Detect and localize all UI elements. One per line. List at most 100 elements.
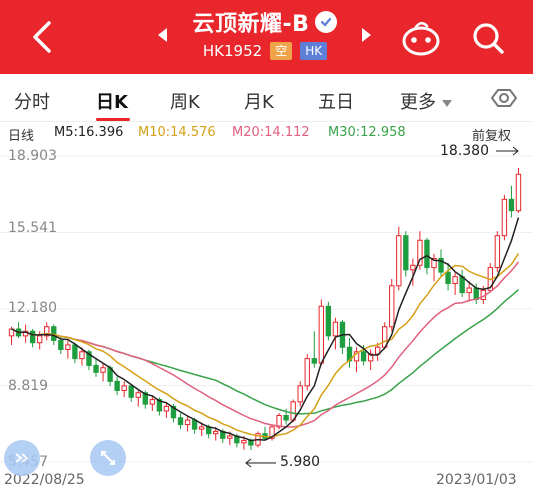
candle-body [332, 321, 339, 337]
candle-body [213, 430, 219, 435]
search-button[interactable] [468, 18, 508, 58]
candle [494, 231, 501, 273]
candle-body [79, 351, 85, 360]
candle [325, 301, 332, 341]
tab-intraday[interactable]: 分时 [14, 92, 50, 113]
fullscreen-button[interactable] [90, 440, 126, 476]
candle [79, 347, 85, 366]
tab-more[interactable]: 更多 [400, 88, 452, 114]
candle [29, 329, 36, 348]
ma10-line [11, 253, 520, 438]
candle-body [466, 287, 472, 294]
low-price-arrow-head [245, 458, 252, 468]
candle [65, 340, 71, 359]
candle [177, 413, 184, 430]
candle-body [304, 358, 310, 387]
candle [44, 322, 50, 341]
prev-stock-button[interactable] [158, 28, 167, 42]
candle-body [86, 351, 92, 366]
candle [438, 249, 444, 277]
stock-title-block: 云顶新耀-B HK1952 空 HK [150, 6, 380, 60]
stock-title: 云顶新耀-B [193, 6, 338, 38]
candle [184, 415, 191, 432]
candle [163, 401, 170, 418]
tab-monthly-k[interactable]: 月K [244, 92, 274, 113]
candle-body [311, 358, 317, 364]
candle [318, 299, 325, 366]
candle-body [283, 415, 289, 421]
next-stock-button[interactable] [362, 28, 371, 42]
search-icon [473, 23, 504, 54]
low-price-label: 5.980 [280, 454, 321, 470]
candle-body [389, 285, 395, 328]
active-tab-indicator [96, 118, 130, 121]
candle-body [515, 173, 522, 212]
dropdown-arrow-icon [442, 99, 452, 107]
ma10-value: M10:14.576 [138, 125, 216, 140]
candle-body [121, 385, 127, 391]
candle-body [163, 405, 170, 412]
candle [501, 194, 508, 241]
candle [262, 426, 268, 441]
y-tick-label: 18.903 [8, 148, 57, 164]
candle [72, 342, 78, 364]
period-tabs: 分时 日K 周K 月K 五日 更多 [0, 74, 533, 122]
candle [417, 231, 423, 270]
short-sell-badge: 空 [270, 42, 293, 60]
candle [508, 185, 515, 218]
candle [367, 349, 374, 370]
candle-body [473, 287, 479, 300]
y-tick-label: 8.819 [8, 378, 49, 394]
x-end-date: 2023/01/03 [436, 472, 517, 488]
market-badge: HK [300, 42, 328, 60]
candle-body [198, 426, 205, 430]
candle [389, 278, 395, 332]
candle [304, 354, 310, 391]
back-arrow-icon [33, 21, 51, 53]
candle-body [508, 198, 515, 212]
candle [135, 390, 141, 407]
candle-body [170, 405, 177, 419]
candle-body [269, 426, 275, 439]
candle-body [417, 239, 423, 266]
tab-daily-k[interactable]: 日K [96, 92, 128, 113]
candle [15, 322, 22, 339]
candle [445, 263, 451, 291]
candle-body [184, 419, 191, 426]
candle [332, 317, 339, 350]
candle [403, 231, 409, 277]
tab-weekly-k[interactable]: 周K [170, 92, 200, 113]
expand-arrows-button[interactable] [4, 440, 40, 476]
candle [198, 422, 205, 436]
back-button[interactable] [22, 14, 62, 60]
candle-body [325, 305, 332, 337]
robot-icon [402, 21, 440, 56]
kline-svg [0, 146, 533, 468]
header-bar: 云顶新耀-B HK1952 空 HK [0, 0, 533, 74]
candle [452, 272, 458, 295]
candle-body [100, 367, 106, 373]
candle-body [452, 276, 458, 285]
candle-body [438, 257, 444, 273]
candle [353, 347, 360, 373]
kline-chart[interactable]: 18.903 15.541 12.180 8.819 5.457 2022/08… [0, 143, 533, 488]
candle-body [445, 271, 451, 285]
candle-body [93, 364, 99, 373]
candle-body [396, 235, 402, 287]
candle-body [72, 344, 78, 360]
candle-body [459, 276, 465, 294]
ma30-value: M30:12.958 [328, 125, 406, 140]
candle-body [431, 257, 437, 269]
y-tick-label: 12.180 [8, 300, 57, 316]
verified-check-icon [315, 11, 338, 33]
candle-body [360, 351, 367, 362]
candle-body [424, 239, 430, 269]
adjust-mode[interactable]: 前复权 [472, 129, 512, 144]
indicator-settings-button[interactable] [490, 84, 518, 112]
robot-assistant-button[interactable] [400, 18, 442, 58]
candle [459, 269, 465, 298]
candle-body [142, 392, 148, 405]
candle-body [135, 392, 141, 398]
tab-five-day[interactable]: 五日 [318, 92, 354, 113]
ma20-line [11, 261, 520, 428]
